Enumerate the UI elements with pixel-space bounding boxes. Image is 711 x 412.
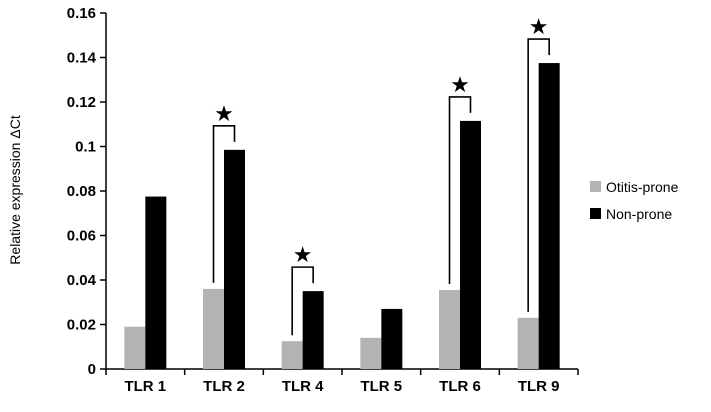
y-tick-label: 0.08 bbox=[67, 183, 96, 200]
bar-otitis-prone bbox=[124, 326, 146, 369]
x-axis: TLR 1 TLR 2 TLR 4 TLR 5 TLR 6 TLR 9 bbox=[105, 368, 579, 395]
bar-otitis-prone bbox=[517, 317, 539, 369]
y-tick-label: 0.16 bbox=[67, 5, 96, 22]
bar-otitis-prone bbox=[203, 288, 224, 369]
y-tick-label: 0.04 bbox=[67, 272, 97, 289]
bar-otitis-prone bbox=[439, 290, 460, 369]
bars bbox=[124, 63, 560, 369]
y-tick-label: 0.14 bbox=[67, 50, 97, 67]
legend-label: Non-prone bbox=[606, 206, 672, 222]
legend-swatch bbox=[590, 181, 601, 192]
significance-star: ★ bbox=[529, 15, 549, 40]
y-tick-label: 0.1 bbox=[75, 139, 96, 156]
y-tick-label: 0.06 bbox=[67, 228, 96, 245]
x-tick-label: TLR 1 bbox=[124, 378, 166, 395]
y-tick-label: 0.02 bbox=[67, 317, 96, 334]
significance-bracket bbox=[212, 125, 236, 283]
y-axis-title: Relative expression ΔCt bbox=[7, 115, 23, 265]
bar-non-prone bbox=[538, 63, 560, 369]
significance-star: ★ bbox=[214, 102, 234, 127]
bar-non-prone bbox=[381, 308, 403, 369]
significance-star: ★ bbox=[293, 243, 313, 268]
x-tick-label: TLR 4 bbox=[282, 378, 324, 395]
y-tick-label: 0 bbox=[88, 361, 96, 378]
legend-swatch bbox=[590, 208, 601, 219]
bar-non-prone bbox=[302, 291, 324, 369]
significance-bracket bbox=[448, 96, 472, 285]
bar-otitis-prone bbox=[281, 341, 303, 369]
bar-non-prone bbox=[145, 196, 167, 369]
significance-brackets: ★ ★ ★ ★ bbox=[212, 15, 550, 336]
y-tick-label: 0.12 bbox=[67, 94, 96, 111]
bar-non-prone bbox=[224, 149, 245, 369]
legend: Otitis-prone Non-prone bbox=[590, 179, 679, 222]
x-tick-label: TLR 6 bbox=[439, 378, 481, 395]
significance-star: ★ bbox=[450, 73, 470, 98]
bar-otitis-prone bbox=[360, 337, 382, 369]
y-axis: 0 0.02 0.04 0.06 0.08 0.1 0.12 0.14 0.16 bbox=[67, 5, 107, 378]
x-tick-label: TLR 9 bbox=[518, 378, 560, 395]
x-tick-label: TLR 5 bbox=[360, 378, 402, 395]
significance-bracket bbox=[291, 266, 314, 336]
significance-bracket bbox=[527, 38, 550, 312]
x-tick-label: TLR 2 bbox=[203, 378, 245, 395]
bar-non-prone bbox=[460, 120, 481, 369]
legend-label: Otitis-prone bbox=[606, 179, 679, 195]
